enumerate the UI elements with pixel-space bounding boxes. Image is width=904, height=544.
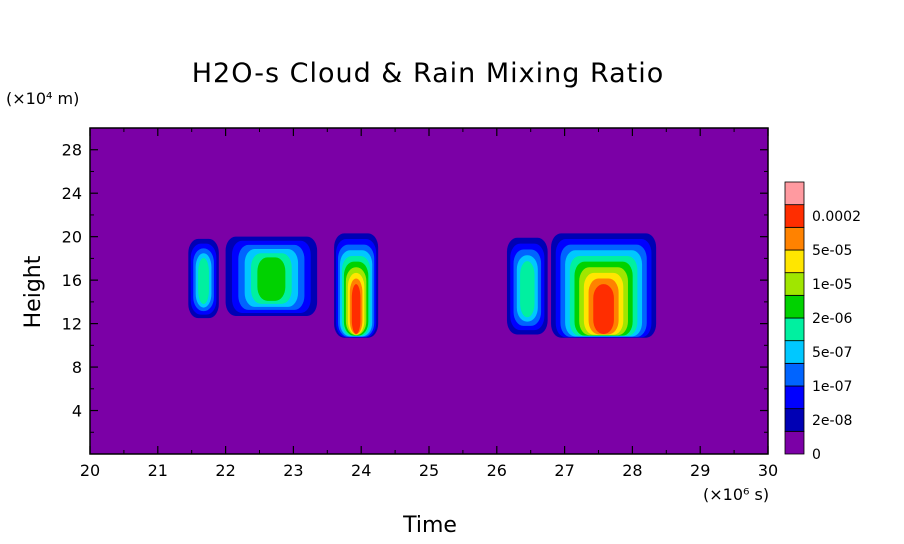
y-unit-label: (×10⁴ m) <box>6 89 79 108</box>
colorbar-label: 2e-08 <box>812 413 852 429</box>
x-tick-label: 22 <box>215 461 235 480</box>
colorbar-swatch <box>784 408 805 432</box>
colorbar-label: 5e-07 <box>812 345 852 361</box>
x-axis: 20 21 22 23 24 25 26 27 28 29 30 <box>80 128 778 480</box>
x-tick-label: 29 <box>690 461 710 480</box>
x-tick-label: 24 <box>351 461 371 480</box>
x-tick-label: 23 <box>283 461 303 480</box>
x-unit-label: (×10⁶ s) <box>703 485 769 504</box>
colorbar-swatch <box>784 430 805 455</box>
chart-title: H2O-s Cloud & Rain Mixing Ratio <box>192 58 665 89</box>
x-tick-label: 30 <box>758 461 778 480</box>
y-tick-label: 8 <box>72 358 82 377</box>
y-axis-label: Height <box>21 255 46 328</box>
colorbar-label: 2e-06 <box>812 311 852 327</box>
colorbar-swatch <box>784 294 805 319</box>
colorbar-label: 1e-05 <box>812 277 852 293</box>
x-tick-label: 28 <box>622 461 642 480</box>
x-tick-label: 21 <box>148 461 168 480</box>
cloud-regions <box>188 233 657 338</box>
contour-level-5 <box>520 261 535 318</box>
contour-level-10 <box>593 284 614 334</box>
cloud-region-cell-5 <box>551 233 657 338</box>
colorbar-label: 0 <box>812 447 821 463</box>
cloud-region-cell-4 <box>506 237 548 335</box>
colorbar-label: 5e-05 <box>812 243 852 259</box>
y-axis: 4 8 12 16 20 24 28 <box>62 141 768 433</box>
x-axis-label: Time <box>402 513 457 538</box>
y-tick-label: 28 <box>62 141 82 160</box>
colorbar-label: 0.0002 <box>812 209 861 225</box>
colorbar-swatch <box>784 204 805 228</box>
colorbar-swatch <box>784 226 805 251</box>
y-tick-label: 4 <box>72 402 82 421</box>
contour-level-5 <box>198 258 209 305</box>
colorbar-swatch <box>784 340 805 364</box>
contour-level-6 <box>257 257 286 301</box>
x-tick-label: 25 <box>419 461 439 480</box>
colorbar-label: 1e-07 <box>812 379 852 395</box>
x-tick-label: 20 <box>80 461 100 480</box>
colorbar-swatch <box>784 249 805 274</box>
y-tick-label: 12 <box>62 315 82 334</box>
contour-level-10 <box>351 284 361 334</box>
cloud-region-cell-2 <box>225 236 318 316</box>
colorbar-swatch <box>784 362 805 387</box>
y-tick-label: 20 <box>62 228 82 247</box>
colorbar: 0 2e-08 1e-07 5e-07 2e-06 1e-05 5e-05 0.0002 <box>784 181 861 463</box>
colorbar-swatch <box>784 385 805 410</box>
colorbar-swatch <box>784 272 805 296</box>
colorbar-swatch <box>784 317 805 342</box>
y-tick-label: 16 <box>62 271 82 290</box>
y-tick-label: 24 <box>62 184 82 203</box>
colorbar-swatch <box>784 181 805 206</box>
x-tick-label: 26 <box>487 461 507 480</box>
cloud-region-cell-1 <box>188 238 219 319</box>
x-tick-label: 27 <box>554 461 574 480</box>
cloud-region-cell-3 <box>334 233 379 338</box>
